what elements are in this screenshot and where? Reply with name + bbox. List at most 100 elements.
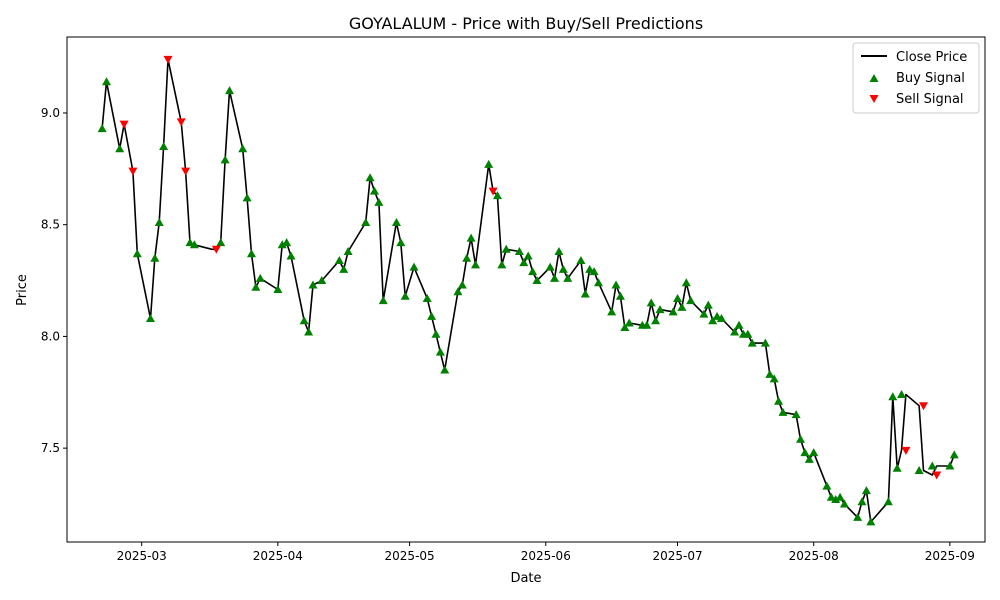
- buy-signal-point: [668, 307, 678, 316]
- buy-signal-point: [699, 309, 709, 318]
- buy-signal-point: [391, 217, 401, 226]
- buy-signal-point: [220, 155, 230, 164]
- buy-signal-point: [914, 465, 924, 474]
- buy-signal-point: [361, 217, 371, 226]
- buy-signal-point: [839, 499, 849, 508]
- buy-signal-point: [646, 298, 656, 307]
- buy-signal-point: [409, 262, 419, 271]
- plot-area: [67, 37, 985, 542]
- buy-signal-point: [470, 260, 480, 269]
- legend-frame: [852, 42, 980, 114]
- buy-signal-point: [457, 280, 467, 289]
- buy-signal-point: [677, 302, 687, 311]
- buy-signal-point: [501, 244, 511, 253]
- buy-signal-point: [550, 273, 560, 282]
- buy-signal-point: [607, 307, 617, 316]
- buy-signal-point: [431, 329, 441, 338]
- buy-signal-point: [545, 262, 555, 271]
- buy-signal-point: [589, 267, 599, 276]
- legend-buy-label: Buy Signal: [896, 71, 965, 86]
- plot-frame: [66, 36, 986, 543]
- buy-signal-point: [286, 251, 296, 260]
- buy-signal-point: [686, 296, 696, 305]
- buy-signal-point: [523, 251, 533, 260]
- buy-signal-point: [422, 293, 432, 302]
- buy-signal-point: [304, 327, 314, 336]
- buy-signal-point: [299, 316, 309, 325]
- buy-signal-point: [681, 278, 691, 287]
- x-tick-label: 2025-09: [925, 549, 975, 563]
- buy-signal-point: [365, 173, 375, 182]
- buy-signal-point: [427, 311, 437, 320]
- buy-signal-point: [102, 77, 112, 86]
- y-tick-label: 8.0: [41, 329, 60, 343]
- buy-signal-point: [716, 314, 726, 323]
- buy-signal-point: [282, 238, 292, 247]
- legend-sell-marker: [869, 95, 879, 103]
- buy-signal-point: [892, 463, 902, 472]
- buy-signal-point: [251, 282, 261, 291]
- buy-signal-point: [804, 454, 814, 463]
- buy-signal-point: [462, 253, 472, 262]
- buy-signal-point: [558, 264, 568, 273]
- buy-signal-point: [497, 260, 507, 269]
- sell-signal-point: [176, 118, 186, 127]
- buy-signal-point: [514, 247, 524, 256]
- buy-signal-point: [747, 338, 757, 347]
- buy-signal-point: [655, 305, 665, 314]
- x-tick-label: 2025-05: [385, 549, 435, 563]
- buy-signal-point: [225, 86, 235, 95]
- buy-signal-point: [238, 144, 248, 153]
- buy-signal-point: [620, 322, 630, 331]
- buy-signal-point: [150, 253, 160, 262]
- buy-signal-point: [255, 273, 265, 282]
- buy-signal-point: [822, 481, 832, 490]
- buy-signal-point: [532, 276, 542, 285]
- buy-signal-point: [317, 276, 327, 285]
- buy-signal-point: [400, 291, 410, 300]
- buy-signal-point: [563, 273, 573, 282]
- buy-signal-point: [466, 233, 476, 242]
- sell-signal-point: [932, 471, 942, 480]
- buy-signal-point: [216, 238, 226, 247]
- buy-signal-point: [642, 320, 652, 329]
- buy-signal-point: [708, 316, 718, 325]
- buy-signal-point: [246, 249, 256, 258]
- buy-signal-point: [519, 258, 529, 267]
- buy-signal-point: [796, 434, 806, 443]
- x-tick-label: 2025-03: [117, 549, 167, 563]
- buy-signal-point: [774, 396, 784, 405]
- buy-signal-point: [115, 144, 125, 153]
- buy-signal-point: [132, 249, 142, 258]
- buy-signal-point: [703, 300, 713, 309]
- buy-signal-point: [615, 291, 625, 300]
- buy-signal-point: [484, 159, 494, 168]
- buy-signal-point: [866, 517, 876, 526]
- chart-title: GOYALALUM - Price with Buy/Sell Predicti…: [349, 14, 703, 33]
- buy-signal-point: [378, 296, 388, 305]
- buy-signal-point: [277, 240, 287, 249]
- sell-signal-point: [119, 120, 129, 129]
- sell-signal-point: [128, 167, 138, 176]
- legend-close-label: Close Price: [896, 50, 967, 65]
- sell-signal-point: [919, 402, 929, 411]
- buy-signal-point: [435, 347, 445, 356]
- buy-signal-point: [492, 191, 502, 200]
- buy-signal-point: [145, 314, 155, 323]
- axes: 2025-03 2025-04 2025-05 2025-06 2025-07 2025-…: [41, 36, 986, 563]
- buy-signal-point: [826, 492, 836, 501]
- buy-signal-point: [861, 486, 871, 495]
- buy-signal-point: [576, 255, 586, 264]
- buy-signal-point: [593, 278, 603, 287]
- y-axis-label: Price: [15, 274, 30, 306]
- buy-signal-point: [97, 124, 107, 133]
- x-axis-label: Date: [510, 571, 541, 586]
- x-tick-label: 2025-04: [253, 549, 303, 563]
- buy-signal-point: [154, 217, 164, 226]
- buy-signal-point: [396, 238, 406, 247]
- sell-signal-markers: [119, 55, 942, 480]
- buy-signal-point: [334, 255, 344, 264]
- sell-signal-point: [211, 245, 221, 254]
- buy-signal-point: [242, 193, 252, 202]
